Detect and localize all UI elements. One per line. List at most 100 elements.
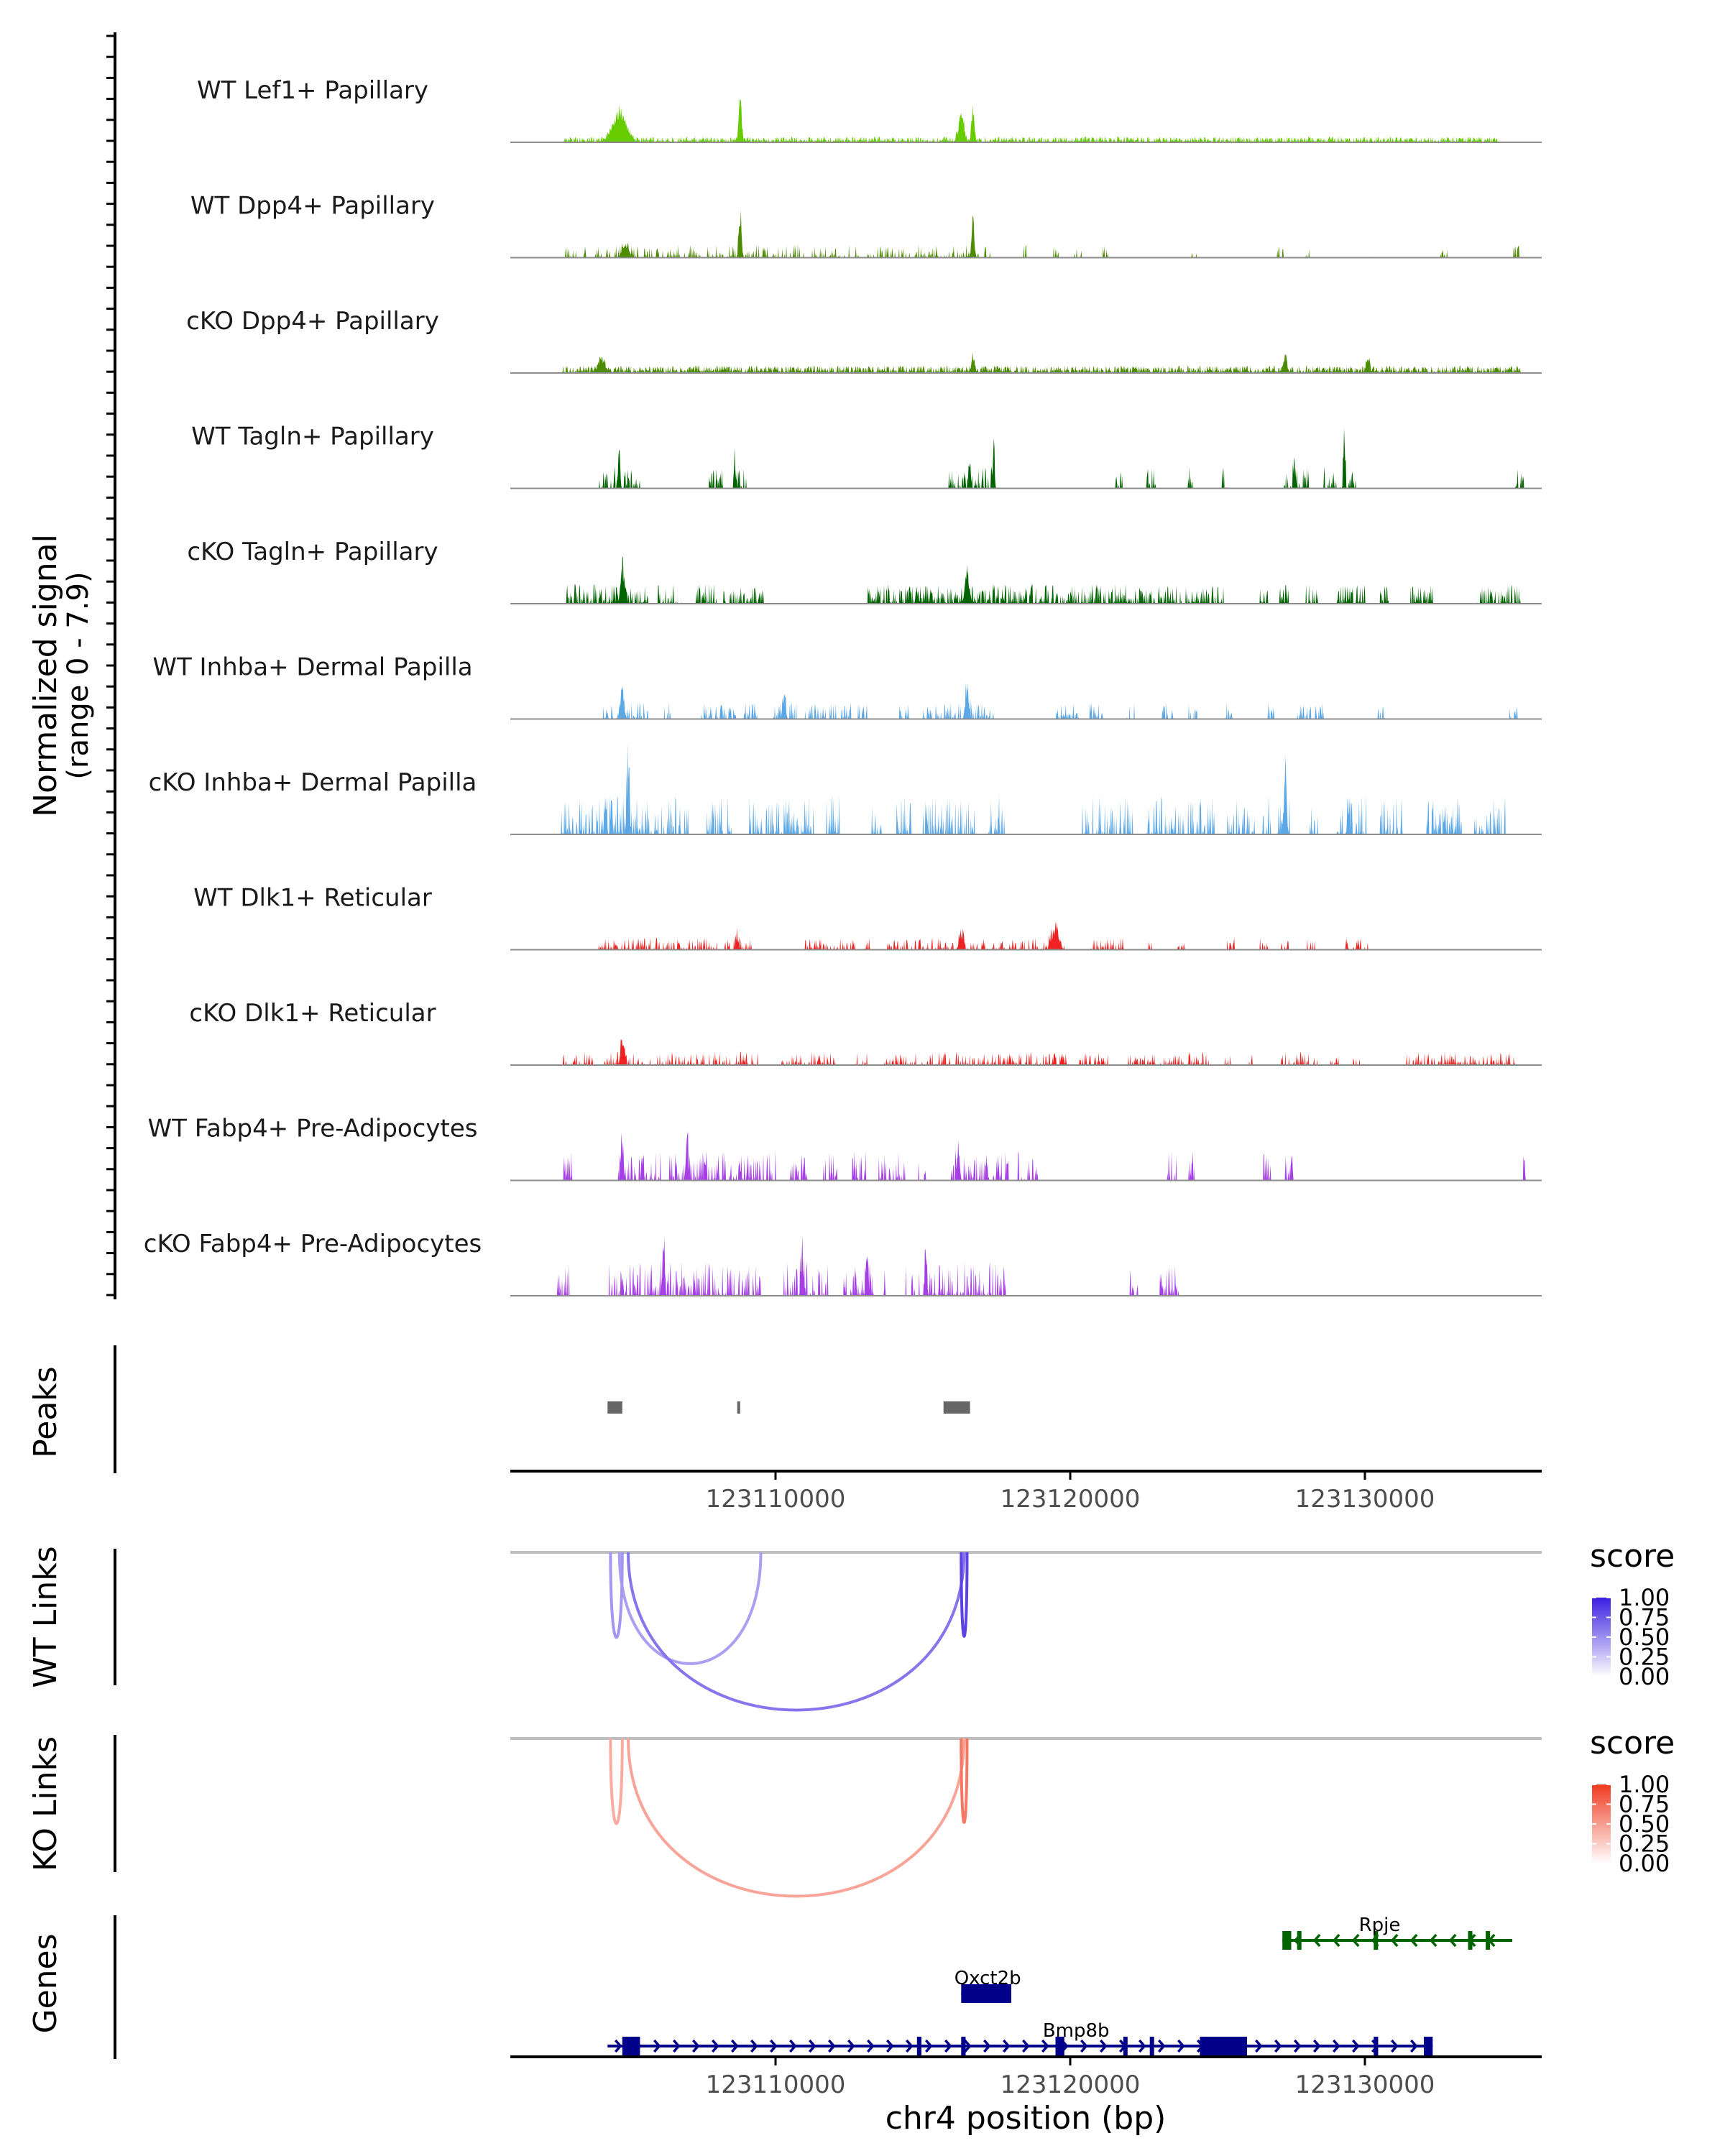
coverage-area <box>510 921 1542 950</box>
gene-strand-arrow <box>983 2039 991 2053</box>
gene-exon <box>1200 2037 1247 2055</box>
legend-tick-label: 0.00 <box>1619 1663 1670 1690</box>
gene-strand-arrow <box>1002 2039 1011 2053</box>
legend-title: score <box>1590 1725 1675 1761</box>
gene-exon <box>1055 2037 1064 2055</box>
gene-strand-arrow <box>614 2039 622 2053</box>
link-arc <box>609 1552 624 1639</box>
x-axis-tick-label: 123120000 <box>1000 2070 1141 2099</box>
coverage-track: WT Dpp4+ Papillary <box>190 192 1542 259</box>
coverage-track: cKO Tagln+ Papillary <box>187 538 1542 604</box>
gene-strand-arrow <box>866 2039 875 2053</box>
gene-strand-arrow <box>1332 1933 1340 1948</box>
gene-strand-arrow <box>653 2039 661 2053</box>
coverage-track: cKO Dpp4+ Papillary <box>186 307 1542 374</box>
gene-strand-arrow <box>769 2039 778 2053</box>
gene-name-label: Oxct2b <box>954 1968 1021 1989</box>
gene-strand-arrow <box>847 2039 855 2053</box>
coverage-track: WT Dlk1+ Reticular <box>193 884 1542 951</box>
coverage-track-label: WT Lef1+ Papillary <box>197 76 428 105</box>
legend-tick-label: 0.75 <box>1619 1604 1670 1631</box>
gene-strand-arrow <box>1041 2039 1049 2053</box>
coverage-track: cKO Inhba+ Dermal Papilla <box>149 742 1542 835</box>
gene-exon <box>1468 1931 1473 1950</box>
gene-exon <box>1486 1931 1491 1950</box>
legend-tick-label: 0.25 <box>1619 1830 1670 1858</box>
x-axis-bottom: 123110000 123120000 123130000 <box>510 2055 1542 2099</box>
x-axis-tick-label: 123130000 <box>1295 1485 1435 1514</box>
coverage-area <box>510 99 1542 142</box>
coverage-track-label: WT Tagln+ Papillary <box>191 423 434 451</box>
gene-strand-arrow <box>1312 2039 1321 2053</box>
x-axis-tick-label: 123130000 <box>1295 2070 1435 2099</box>
coverage-track: WT Fabp4+ Pre-Adipocytes <box>148 1115 1542 1181</box>
gene-strand-arrow <box>963 2039 972 2053</box>
gene-exon <box>1282 1931 1292 1950</box>
link-arc <box>960 1552 969 1638</box>
peak-interval <box>943 1401 970 1414</box>
gene-strand-arrow <box>1390 2039 1399 2053</box>
x-axis-tick-label: 123110000 <box>706 2070 846 2099</box>
legend-tick-label: 1.00 <box>1619 1584 1670 1611</box>
coverage-area <box>510 742 1542 834</box>
gene-strand-arrow <box>1409 2039 1418 2053</box>
gene-strand-arrow <box>788 2039 797 2053</box>
coverage-track: WT Lef1+ Papillary <box>197 76 1542 143</box>
gene-exon <box>1374 1931 1379 1950</box>
link-arc <box>627 1738 966 1898</box>
gene-strand-arrow <box>672 2039 681 2053</box>
coverage-axis <box>106 32 116 1299</box>
x-axis-label: chr4 position (bp) <box>886 2100 1167 2137</box>
gene-name-label: Rpje <box>1359 1915 1401 1936</box>
gene-exon <box>916 2037 921 2055</box>
gene-strand-arrow <box>1157 2039 1166 2053</box>
coverage-track-label: WT Inhba+ Dermal Papilla <box>152 653 472 682</box>
wt-links-track: WT Links score 1.000.750.500.250.00 <box>27 1538 1675 1712</box>
gene-strand-arrow <box>730 2039 739 2053</box>
coverage-area <box>510 1235 1542 1296</box>
gene-strand-arrow <box>944 2039 952 2053</box>
coverage-track-label: WT Dlk1+ Reticular <box>193 884 432 913</box>
gene-strand-arrow <box>924 2039 933 2053</box>
gene-exon <box>961 1984 1011 2003</box>
gene-exon <box>1149 2037 1154 2055</box>
gene-strand-arrow <box>808 2039 816 2053</box>
gene-strand-arrow <box>827 2039 836 2053</box>
peak-interval <box>737 1401 740 1414</box>
link-arc <box>960 1738 969 1824</box>
gene-exon <box>1297 1931 1302 1950</box>
coverage-area <box>510 1039 1542 1065</box>
gene-strand-arrow <box>1312 1933 1321 1948</box>
legend-tick-label: 0.25 <box>1619 1644 1670 1671</box>
genes-track: Rpje Oxct2b Bmp8b <box>607 1915 1512 2055</box>
link-arc <box>617 1552 763 1665</box>
x-axis-tick-label: 123120000 <box>1000 1485 1141 1514</box>
gene-strand-arrow <box>1293 2039 1302 2053</box>
gene-strand-arrow <box>1274 2039 1282 2053</box>
legend-tick-label: 0.00 <box>1619 1850 1670 1877</box>
coverage-track-label: cKO Dpp4+ Papillary <box>186 307 439 336</box>
gene-strand-arrow <box>1351 2039 1360 2053</box>
peak-interval <box>607 1401 622 1414</box>
legend-tick-label: 0.75 <box>1619 1791 1670 1818</box>
gene-strand-arrow <box>1332 2039 1340 2053</box>
genes-ylabel: Genes <box>27 1933 64 2033</box>
coverage-area <box>510 556 1542 604</box>
coverage-area <box>510 1131 1542 1181</box>
gene-name-label: Bmp8b <box>1043 2020 1110 2042</box>
gene-strand-arrow <box>1080 2039 1088 2053</box>
gene-strand-arrow <box>691 2039 700 2053</box>
legend-tick-label: 0.50 <box>1619 1810 1670 1838</box>
gene-strand-arrow <box>1409 1933 1418 1948</box>
legend-tick-label: 1.00 <box>1619 1771 1670 1798</box>
gene-exon <box>622 2037 640 2055</box>
coverage-track: WT Tagln+ Papillary <box>191 423 1542 489</box>
link-arc <box>609 1738 624 1825</box>
ko-links-track: KO Links score 1.000.750.500.250.00 <box>27 1725 1675 1898</box>
x-axis-tick-label: 123110000 <box>706 1485 846 1514</box>
coverage-ylabel-line1: Normalized signal <box>27 534 64 817</box>
gene-strand-arrow <box>1138 2039 1146 2053</box>
coverage-track-label: cKO Fabp4+ Pre-Adipocytes <box>144 1230 482 1258</box>
coverage-track: cKO Fabp4+ Pre-Adipocytes <box>144 1230 1542 1296</box>
